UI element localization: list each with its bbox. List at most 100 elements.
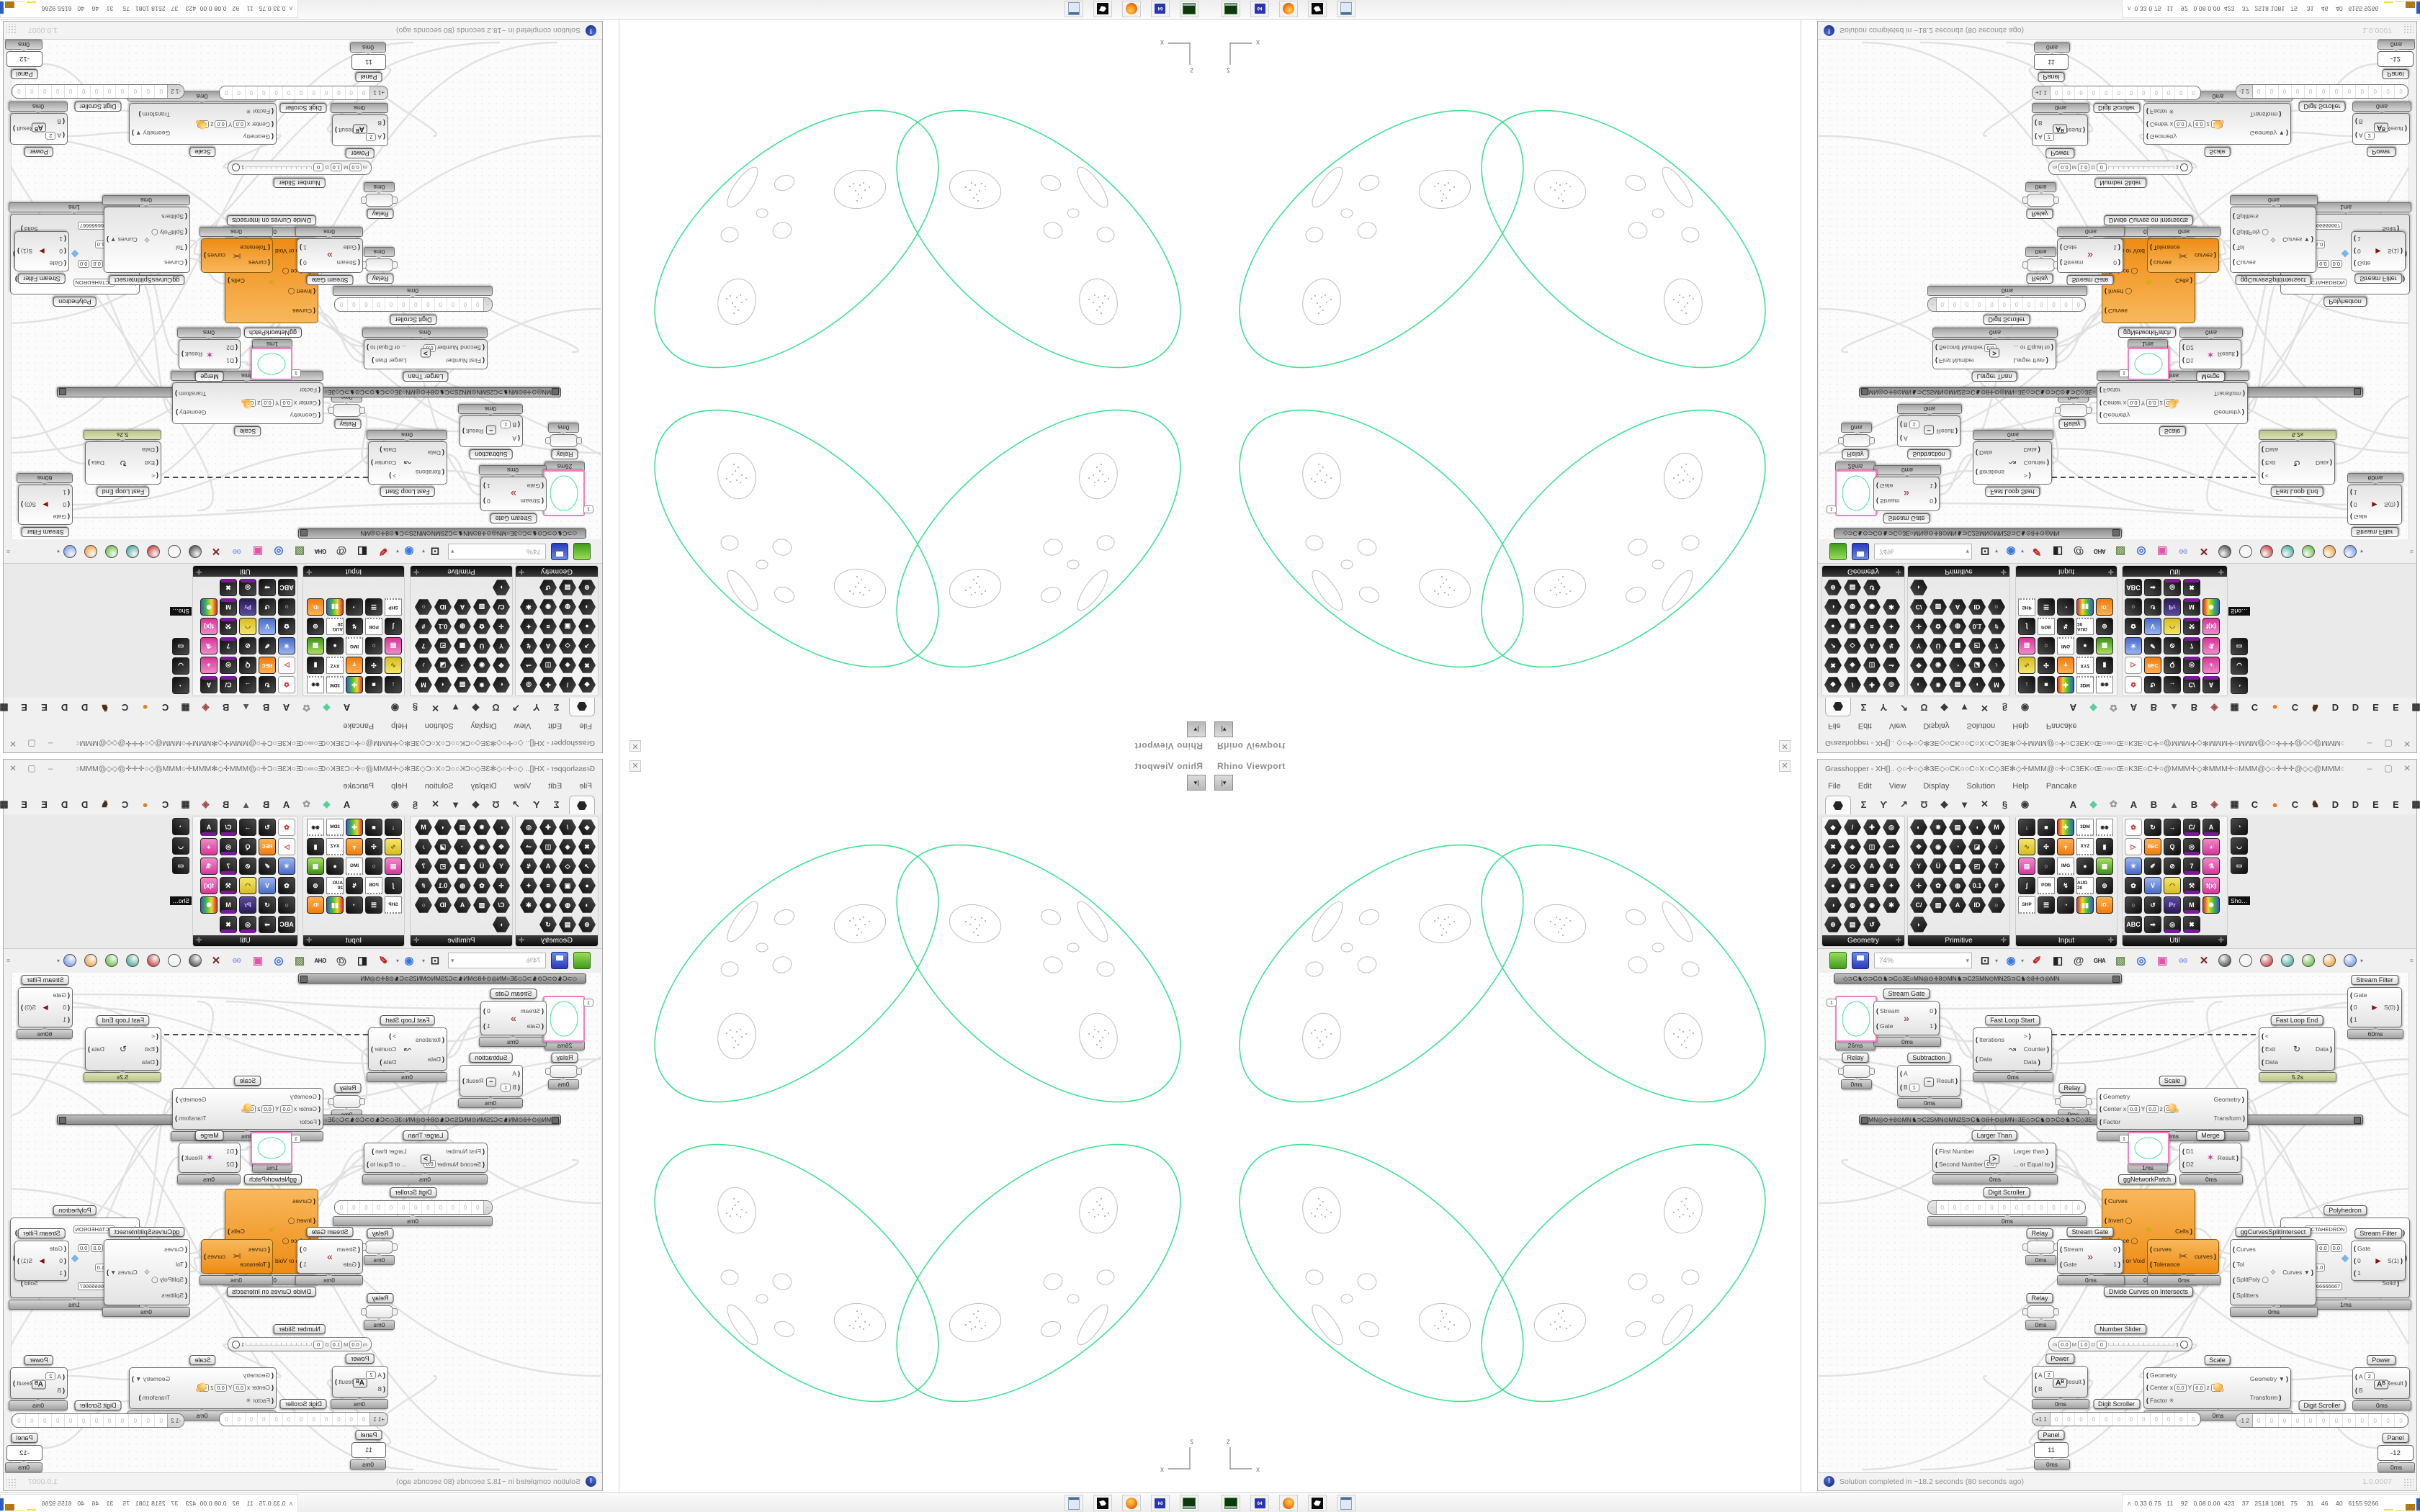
palette-icon[interactable]: AUG 20 [2076,618,2094,635]
palette-icon[interactable]: Y [1910,858,1927,874]
palette-icon[interactable]: ↺ [539,579,557,596]
open-file-icon[interactable] [573,543,591,560]
scroller-digit[interactable]: 0 [359,1201,372,1214]
gh-component-fast-loop-start[interactable]: (Iterations(Data >) Counter) Data) ↝ [1973,441,2052,485]
toolbar-scroll-icon[interactable]: ≡ [2409,957,2414,964]
input-port[interactable]: (Splitters [151,1292,187,1299]
palette-icon[interactable]: ▤ [2018,858,2035,875]
scroller-digit[interactable]: 0 [76,85,90,98]
palette-icon[interactable]: ◎ [2164,579,2181,596]
component-tag[interactable]: Relay [2058,419,2086,429]
input-port[interactable]: (Geometry [197,133,274,140]
zoom-level-combo[interactable]: 74% [1874,953,1972,968]
value-box[interactable]: 2 [45,1372,56,1381]
plugin-tab-5[interactable]: ▲ [241,702,251,714]
output-port[interactable]: 0) [483,498,490,505]
chevron-up-icon[interactable]: ʌ [2128,1500,2131,1507]
swap-icon[interactable]: ✕ [2196,544,2212,559]
slider-rail[interactable] [2107,166,2174,169]
component-tag[interactable]: Power [346,1354,375,1364]
palette-icon[interactable]: ▧ [1930,897,1947,913]
palette-icon[interactable]: ▷ [278,838,295,855]
plugin-tab-16[interactable]: E [2393,798,2399,810]
palette-icon[interactable]: ◉ [473,838,490,855]
gh-component[interactable]: (curves(Tolerance curves) ✂ [2147,238,2219,273]
tab-icon-1[interactable]: Ƴ [532,798,540,810]
component-tag[interactable]: Fast Loop Start [380,487,435,497]
palette-icon[interactable]: A [200,819,218,836]
output-port[interactable]: 0) [483,1007,490,1014]
input-port[interactable]: (Tol [151,1261,187,1268]
tab-icon-2[interactable]: ↗ [512,798,520,809]
scroller-digit[interactable]: 0 [307,1413,320,1426]
gh-component-scale[interactable]: (Geometry(Center x 0.0 Y 0.0 z 0.0(Facto… [2143,1367,2291,1409]
value-panel[interactable]: -12 [2378,1445,2414,1461]
palette-icon[interactable]: M [1988,676,2005,693]
tab-icon-0[interactable]: Σ [553,798,560,810]
menu-item-display[interactable]: Display [1923,721,1950,730]
palette-icon[interactable]: ➡ [2144,916,2161,933]
tab-icon-0[interactable]: Σ [553,702,560,714]
zoom-level-combo[interactable]: 74% [448,544,546,559]
palette-icon[interactable]: ID [434,598,452,616]
component-tag[interactable]: Polyhedron [53,297,97,307]
input-port[interactable]: (Data [2262,1058,2278,1066]
plugin-tab-6[interactable]: B [222,702,230,714]
palette-icon[interactable]: ↺ [2144,598,2161,616]
palette-icon[interactable]: ○ [365,858,382,875]
show-group-icon[interactable]: ▭ [172,857,189,874]
input-port[interactable]: (0 [2354,1257,2370,1264]
component-tag[interactable]: Stream Gate [2066,1227,2114,1237]
input-port[interactable]: (Gate [2060,1261,2083,1268]
tab-icon-3[interactable]: Ʊ [492,798,500,810]
gh-component-power[interactable]: (A 2(B Result) Aᴮ [10,1367,68,1399]
palette-icon[interactable]: ▣ [1844,618,1861,635]
bulbs-icon[interactable]: ΘΘ [229,544,245,559]
palette-icon[interactable]: ▩ [1949,637,1966,654]
expand-icon[interactable]: ✛ [2107,567,2114,575]
input-port[interactable]: (Tol [2233,244,2269,251]
palette-icon[interactable]: → [2164,819,2181,836]
scroller-digit[interactable]: 0 [2060,298,2073,311]
plugin-tab-0[interactable]: A [343,702,351,714]
relay-node[interactable] [365,1241,393,1254]
component-tag[interactable]: Larger Than [403,1130,449,1140]
palette-icon[interactable]: ◑ [578,598,596,616]
palette-icon[interactable]: Pr [2164,598,2181,616]
input-port[interactable]: (Geometry [2146,1372,2223,1379]
palette-icon[interactable]: ◉ [1863,598,1881,616]
curve-param-container[interactable]: 1 [251,1132,301,1164]
scroller-digit[interactable]: 0 [2051,1413,2063,1426]
palette-icon[interactable]: ◈ [559,657,576,674]
palette-icon[interactable]: ◎ [2183,657,2200,674]
dropdown-arrow-icon[interactable]: ▾ [1995,548,1999,555]
component-tag[interactable]: Scale [2159,1076,2186,1086]
value-box[interactable]: 0.0 [2317,259,2329,268]
plugin-tab-17[interactable]: ▩ [0,703,9,714]
tab-icon-6[interactable]: ✕ [431,703,439,714]
value-box[interactable]: 0.0 [2128,399,2140,408]
input-port[interactable]: (Stream [521,1007,544,1014]
palette-icon[interactable]: ▩ [454,858,471,875]
input-port[interactable]: (Center x 0.0 Y 0.0 z 0.0 [2146,1383,2223,1392]
tab-icon-3[interactable]: Ʊ [492,702,500,714]
palette-icon[interactable]: PDB [2038,877,2055,894]
input-port[interactable]: (0 [2354,248,2370,255]
show-group-icon[interactable]: ◡ [2231,837,2248,855]
palette-icon[interactable]: ○ [278,896,295,914]
sphere-black-icon[interactable] [2217,544,2233,559]
close-button[interactable]: ✕ [2403,763,2411,773]
system-monitor-widget[interactable]: ʌ 0.33 0.75 11 92 0.08 0.00 423 37 2518 … [2122,0,2420,18]
input-port[interactable]: (B 1 [501,1083,520,1092]
tab-icon-8[interactable]: ◉ [2020,798,2030,809]
palette-icon[interactable]: ✳ [278,637,295,654]
blob-orange-icon[interactable] [83,953,99,968]
menu-item-display[interactable]: Display [470,721,497,730]
pin-icon[interactable] [1861,388,1868,395]
palette-icon[interactable]: ▩ [454,637,471,654]
tab-icon-8[interactable]: ◉ [390,703,400,714]
output-port[interactable]: Geometry) [2214,409,2245,416]
palette-icon[interactable]: C/ [1910,598,1927,616]
palette-icon[interactable]: ✦ [520,877,537,894]
